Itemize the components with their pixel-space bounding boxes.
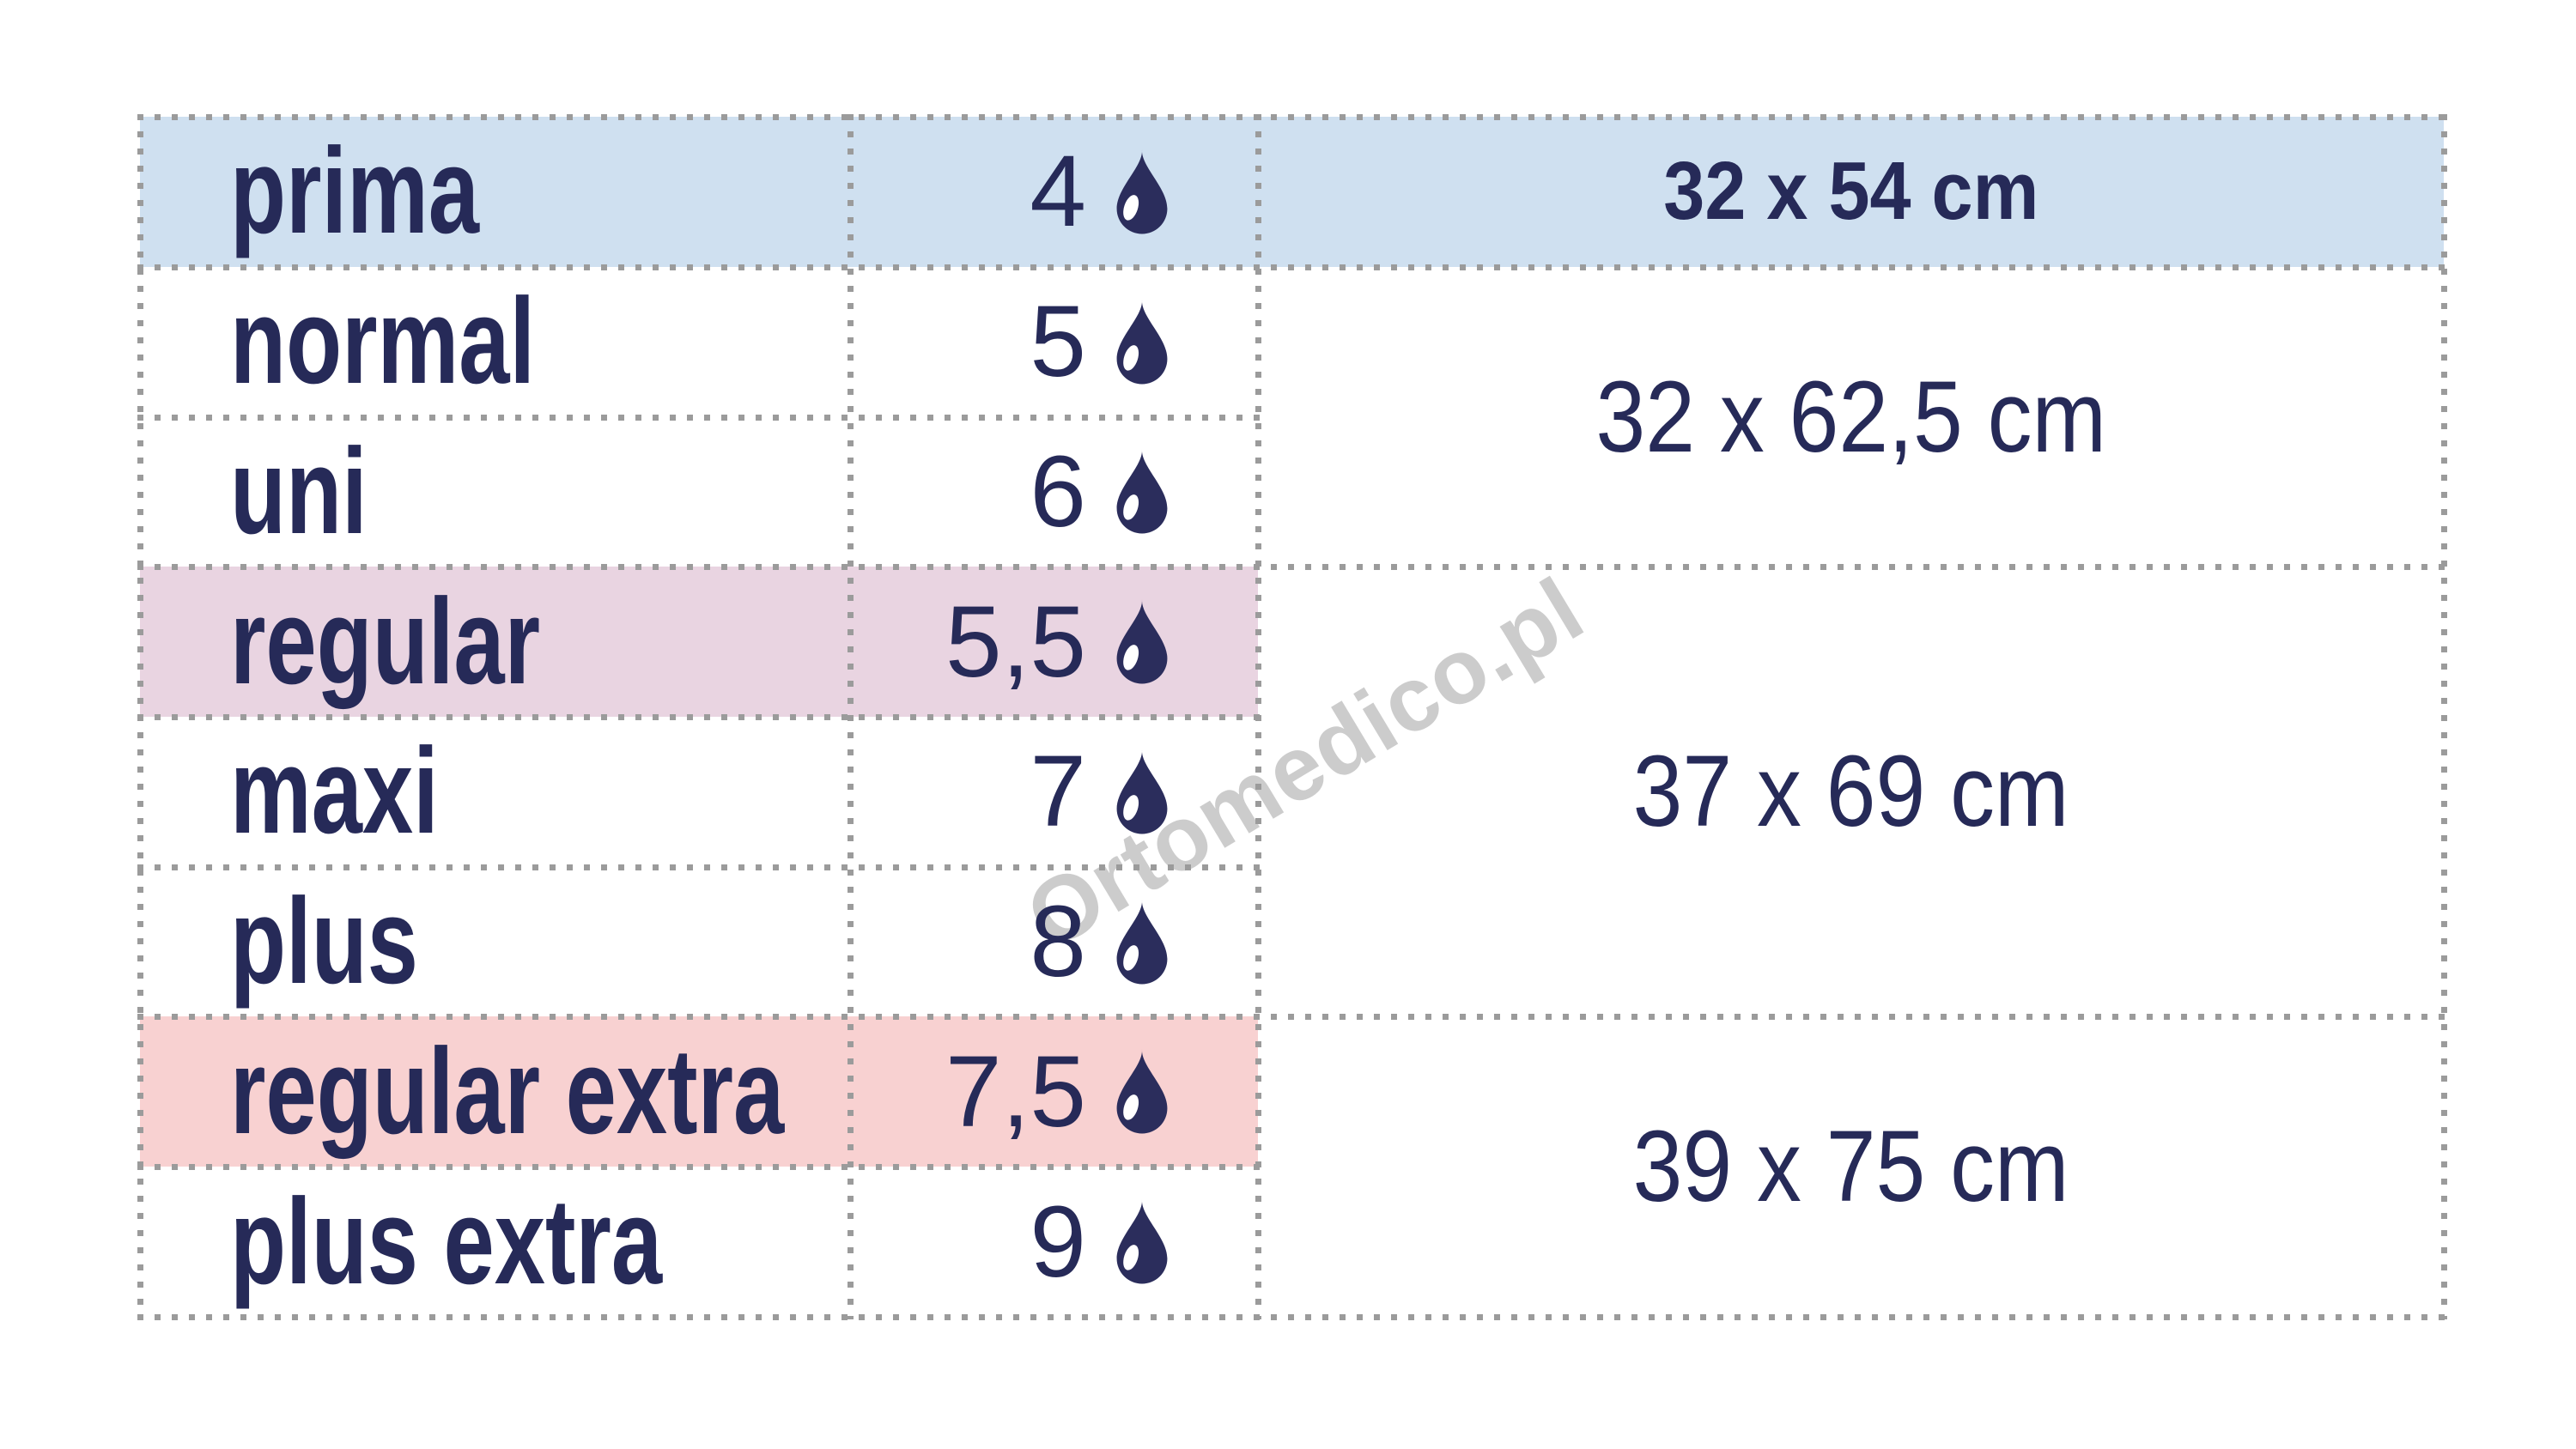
absorbency-value: 6 (1030, 434, 1086, 549)
droplet-icon (1116, 900, 1168, 985)
absorbency-value: 9 (1030, 1185, 1086, 1299)
absorbency-cell: 6 (850, 417, 1258, 567)
droplet-icon (1116, 1199, 1168, 1284)
absorbency-cell: 5,5 (850, 567, 1258, 717)
table-row-name: uni (230, 422, 368, 560)
size-cell: 32 x 62,5 cm (1595, 360, 2106, 474)
table-row-name: normal (230, 273, 536, 410)
row-highlight-prima (140, 117, 2444, 267)
size-cell: 32 x 54 cm (1662, 145, 2039, 238)
absorbency-cell: 5 (850, 267, 1258, 417)
table-row-name: prima (230, 123, 480, 260)
size-table: prima 4 32 x 54 cm normal 5 32 x 62,5 cm… (140, 117, 2444, 1317)
droplet-icon (1116, 599, 1168, 684)
table-row-name: maxi (230, 723, 439, 860)
absorbency-cell: 7,5 (850, 1017, 1258, 1167)
size-cell: 37 x 69 cm (1632, 735, 2069, 849)
droplet-icon (1116, 749, 1168, 834)
droplet-icon (1116, 1049, 1168, 1134)
absorbency-value: 7 (1030, 735, 1086, 849)
absorbency-cell: 8 (850, 867, 1258, 1017)
row-highlight-regular-extra (140, 1016, 1258, 1167)
absorbency-value: 8 (1030, 885, 1086, 999)
table-row-name: plus (230, 873, 418, 1010)
absorbency-cell: 7 (850, 717, 1258, 867)
row-highlight-regular (140, 567, 1258, 717)
absorbency-cell: 4 (850, 117, 1258, 267)
absorbency-value: 5,5 (945, 585, 1086, 699)
absorbency-cell: 9 (850, 1167, 1258, 1317)
size-cell: 39 x 75 cm (1632, 1110, 2069, 1224)
absorbency-value: 4 (1030, 135, 1086, 249)
table-row-name: regular (230, 573, 541, 710)
absorbency-value: 7,5 (945, 1034, 1086, 1149)
droplet-icon (1116, 149, 1168, 234)
absorbency-value: 5 (1030, 285, 1086, 399)
table-row-name: regular extra (230, 1022, 785, 1160)
droplet-icon (1116, 300, 1168, 385)
droplet-icon (1116, 449, 1168, 534)
table-row-name: plus extra (230, 1173, 663, 1310)
